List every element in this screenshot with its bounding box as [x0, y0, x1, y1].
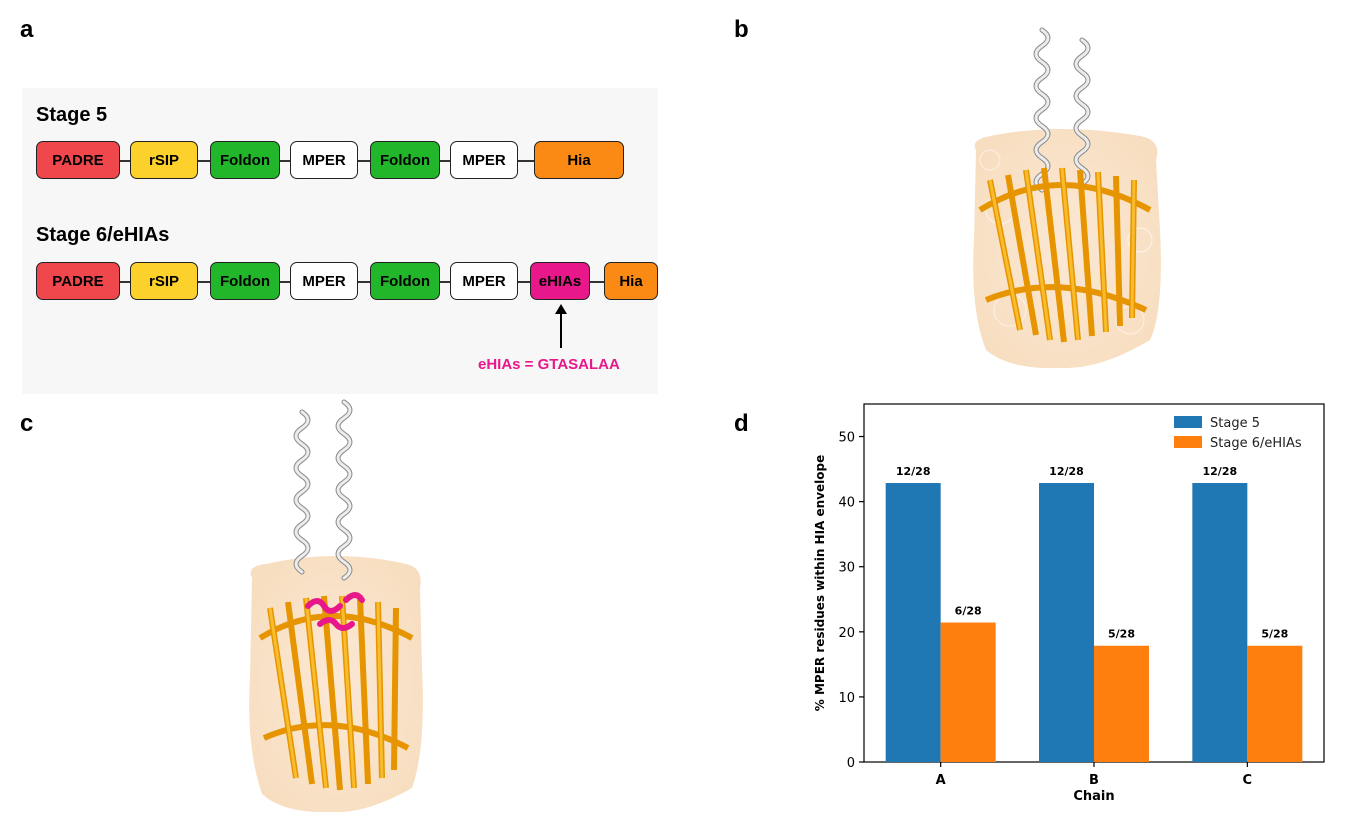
panel-letter-a: a — [20, 16, 34, 43]
stage6-domain-ehias: eHIAs — [530, 262, 590, 300]
y-tick-label: 30 — [838, 561, 855, 576]
stage6-linker — [120, 281, 130, 283]
stage6-linker — [198, 281, 210, 283]
stage6-domain-mper: MPER — [290, 262, 358, 300]
legend-swatch-0 — [1174, 416, 1202, 428]
ehias-arrow-line — [560, 312, 562, 348]
stage6-linker — [518, 281, 530, 283]
stage6-title: Stage 6/eHIAs — [36, 224, 170, 246]
structure-image-b — [973, 27, 1161, 369]
y-tick-label: 20 — [838, 626, 855, 641]
x-tick-label: B — [1089, 773, 1099, 788]
stage5-linker — [440, 160, 450, 162]
bar-stage-5-b — [1039, 483, 1094, 762]
ehias-sequence-label: eHIAs = GTASALAA — [478, 356, 620, 373]
stage5-linker — [280, 160, 290, 162]
mper-residues-bar-chart: 0 10 20 30 40 50 A 12/28 6/28 B 12/28 5/28 C 12/28 5/2… — [813, 403, 1325, 804]
ehias-arrow-head — [555, 304, 567, 314]
bar-value-label: 6/28 — [955, 605, 982, 618]
stage5-domain-padre: PADRE — [36, 141, 120, 179]
bar-stage-5-c — [1192, 483, 1248, 762]
stage6-linker — [280, 281, 290, 283]
y-tick-label: 0 — [847, 756, 855, 771]
bar-value-label: 12/28 — [1049, 465, 1084, 478]
stage6-domain-foldon: Foldon — [370, 262, 440, 300]
y-tick-label: 50 — [838, 431, 855, 446]
bar-stage-6-ehias-c — [1247, 645, 1303, 762]
stage5-linker — [518, 160, 534, 162]
stage6-linker — [590, 281, 604, 283]
stage6-domain-mper: MPER — [450, 262, 518, 300]
bar-value-label: 5/28 — [1261, 628, 1288, 641]
stage5-domain-foldon: Foldon — [370, 141, 440, 179]
bar-stage-6-ehias-a — [940, 622, 996, 762]
stage5-title: Stage 5 — [36, 104, 108, 126]
bar-stage-5-a — [885, 483, 941, 762]
stage5-domain-rsip: rSIP — [130, 141, 198, 179]
y-tick-label: 10 — [838, 691, 855, 706]
construct-diagram-panel — [22, 88, 658, 394]
bar-stage-6-ehias-b — [1094, 645, 1149, 762]
legend-label: Stage 5 — [1210, 416, 1260, 431]
panel-letter-d: d — [734, 410, 749, 437]
stage6-domain-padre: PADRE — [36, 262, 120, 300]
stage5-domain-hia: Hia — [534, 141, 624, 179]
x-tick-label: A — [936, 773, 946, 788]
stage5-linker — [198, 160, 210, 162]
legend-swatch-1 — [1174, 436, 1202, 448]
stage6-linker — [358, 281, 370, 283]
panel-letter-c: c — [20, 410, 34, 437]
x-tick-label: C — [1243, 773, 1253, 788]
bar-value-label: 5/28 — [1108, 628, 1135, 641]
stage5-domain-foldon: Foldon — [210, 141, 280, 179]
panel-letter-b: b — [734, 16, 749, 43]
bar-value-label: 12/28 — [896, 465, 931, 478]
stage5-linker — [120, 160, 130, 162]
y-axis-label: % MPER residues within HIA envelope — [813, 455, 827, 711]
legend-label: Stage 6/eHIAs — [1210, 436, 1302, 451]
stage5-domain-mper: MPER — [290, 141, 358, 179]
stage5-domain-mper: MPER — [450, 141, 518, 179]
x-axis-label: Chain — [1073, 789, 1114, 804]
stage6-domain-foldon: Foldon — [210, 262, 280, 300]
stage6-domain-rsip: rSIP — [130, 262, 198, 300]
structure-image-c — [249, 399, 423, 813]
bar-value-label: 12/28 — [1203, 465, 1238, 478]
y-tick-label: 40 — [838, 496, 855, 511]
stage6-linker — [440, 281, 450, 283]
stage6-domain-hia: Hia — [604, 262, 658, 300]
stage5-linker — [358, 160, 370, 162]
